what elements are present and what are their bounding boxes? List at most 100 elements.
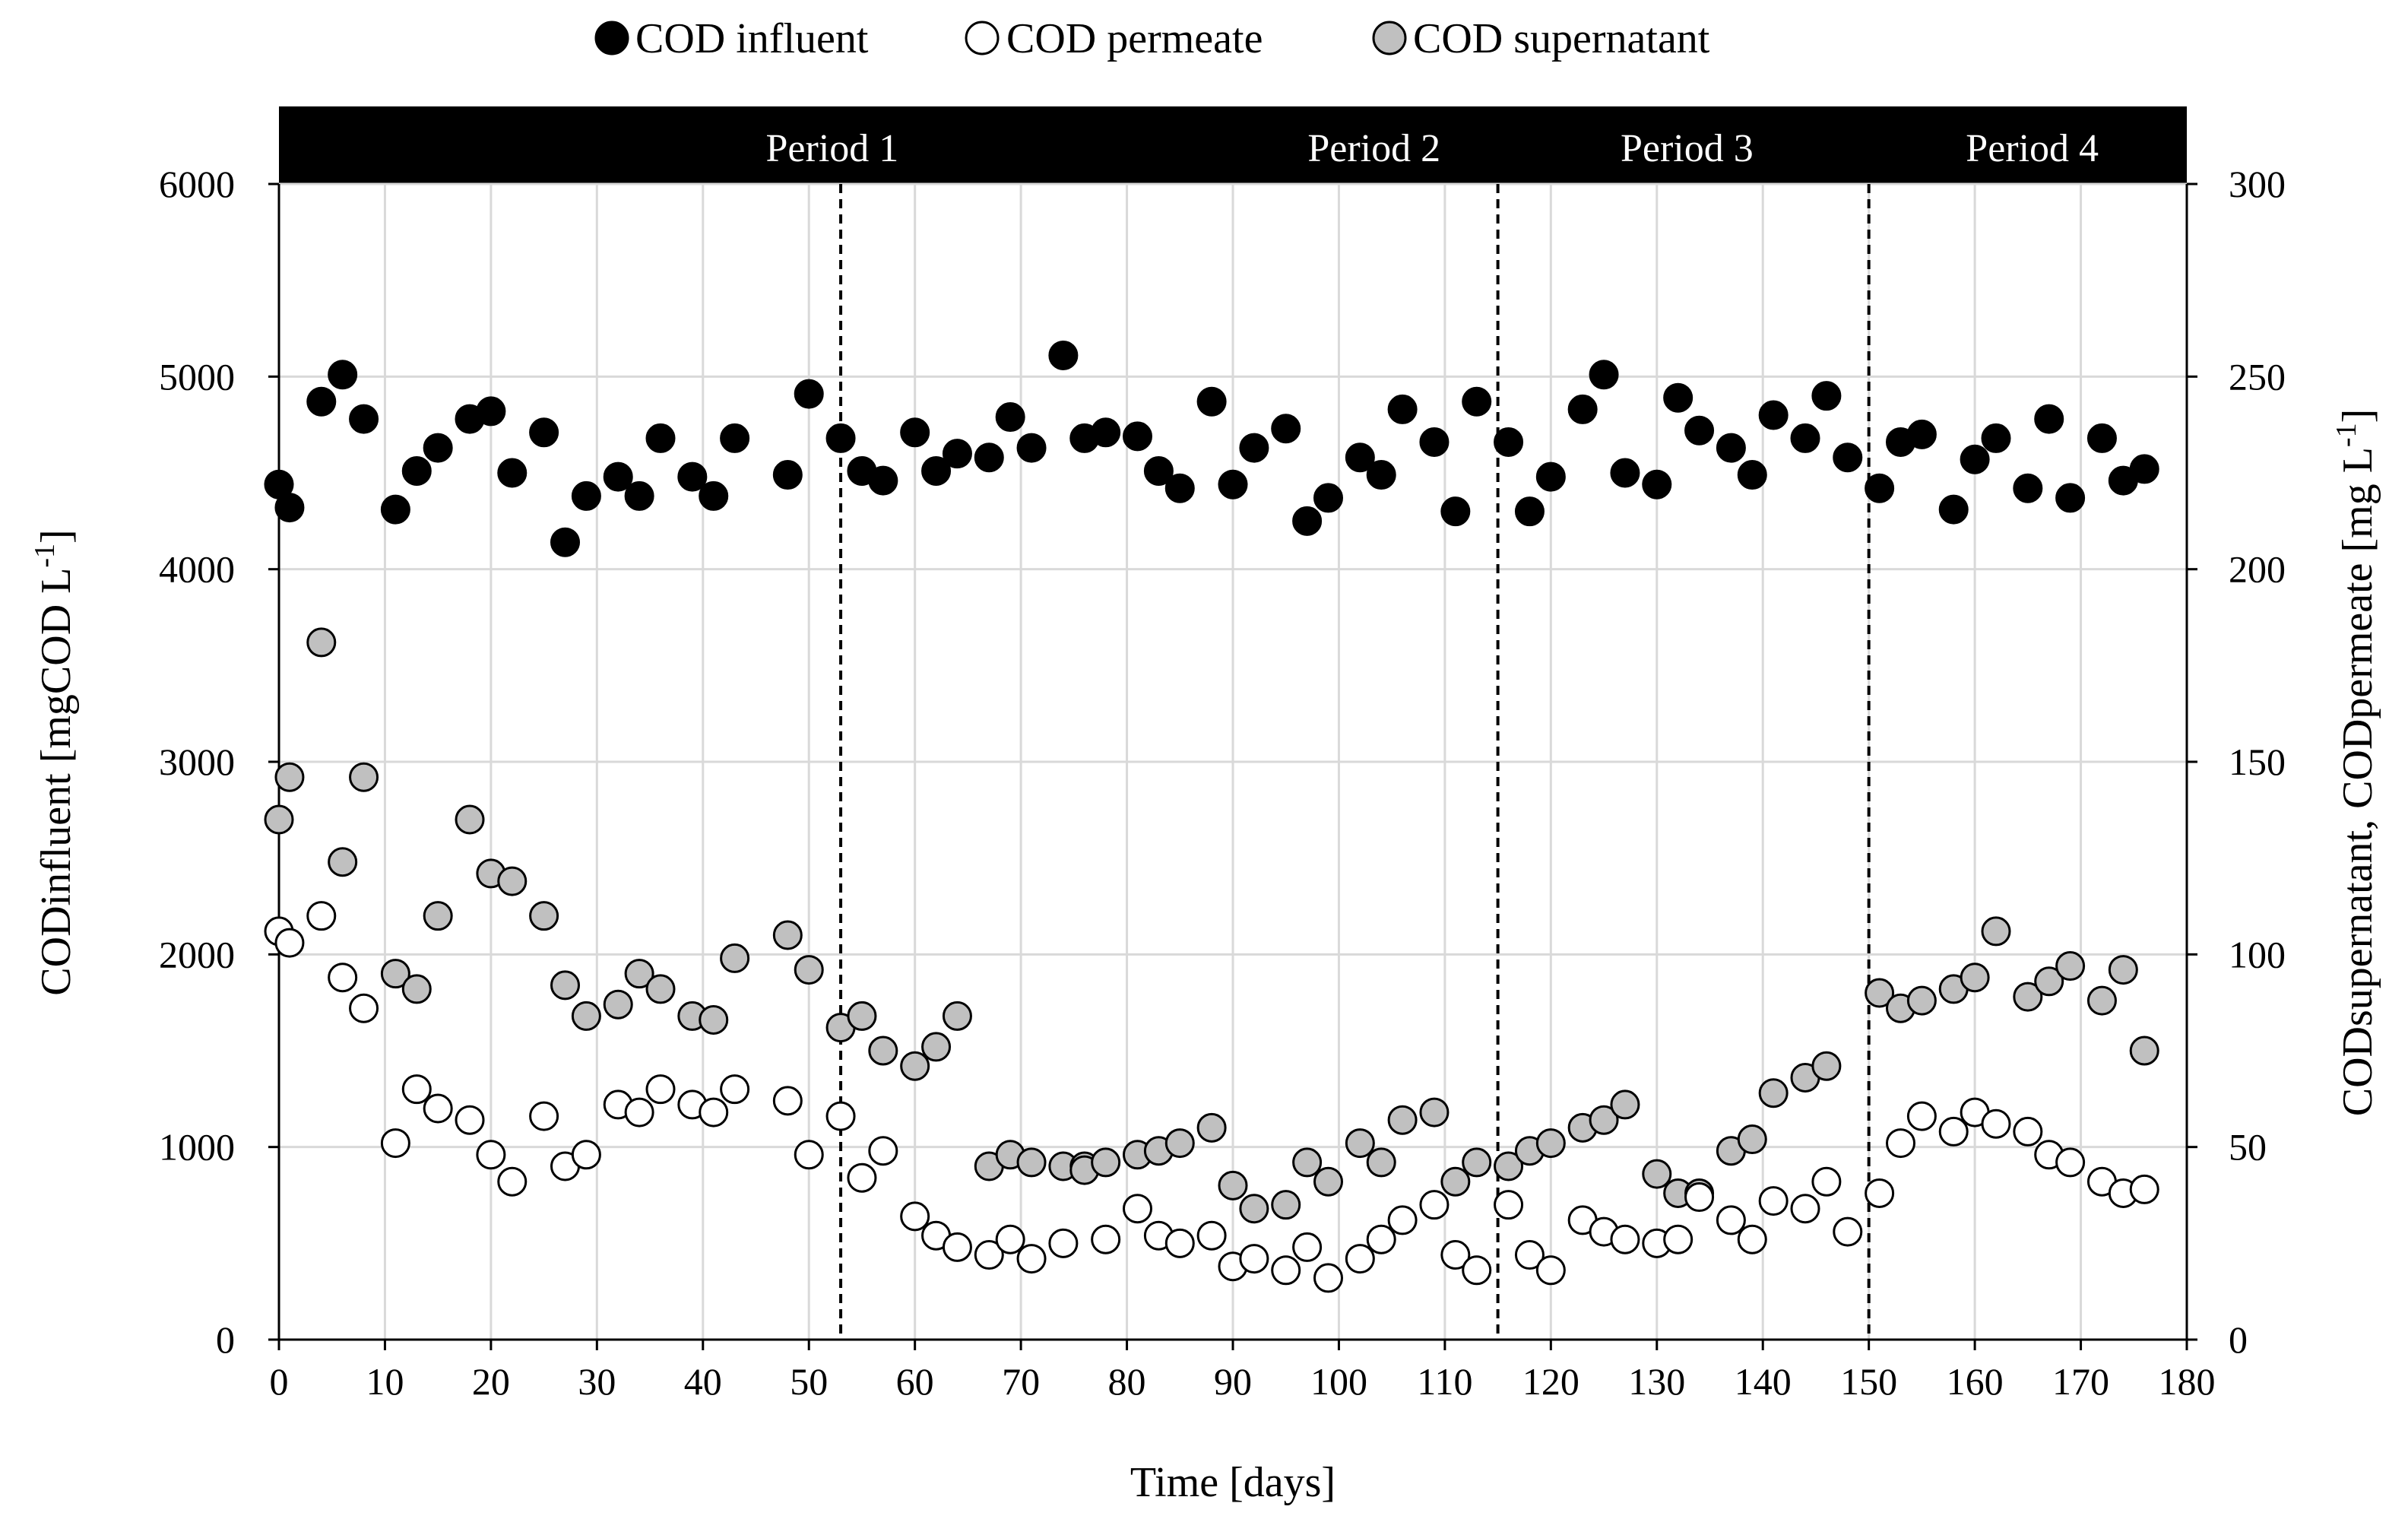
x-tick-label-50: 50	[790, 1360, 828, 1403]
point-cod-supernatant-23	[847, 1001, 877, 1031]
point-cod-permeate-32	[1091, 1224, 1121, 1254]
period-label-3: Period 3	[1621, 127, 1754, 170]
point-cod-influent-43	[1345, 442, 1375, 473]
point-cod-influent-42	[1313, 483, 1343, 513]
point-cod-supernatant-38	[1196, 1112, 1227, 1143]
period-label-4: Period 4	[1966, 127, 2099, 170]
x-tick-label-90: 90	[1214, 1360, 1252, 1403]
point-cod-supernatant-44	[1345, 1128, 1375, 1159]
point-cod-supernatant-55	[1610, 1089, 1640, 1120]
point-cod-permeate-39	[1271, 1255, 1301, 1286]
point-cod-permeate-2	[306, 901, 337, 931]
point-cod-influent-34	[1123, 421, 1152, 452]
point-cod-permeate-56	[1684, 1182, 1715, 1213]
point-cod-influent-30	[1016, 433, 1047, 463]
point-cod-permeate-44	[1387, 1205, 1418, 1235]
point-cod-permeate-31	[1048, 1228, 1079, 1258]
point-cod-permeate-20	[772, 1086, 803, 1116]
point-cod-influent-38	[1218, 469, 1248, 500]
point-cod-influent-3	[328, 360, 358, 390]
point-cod-influent-9	[476, 396, 506, 427]
point-cod-permeate-29	[995, 1224, 1025, 1254]
point-cod-influent-59	[1737, 460, 1767, 490]
point-cod-permeate-62	[1833, 1216, 1863, 1247]
x-tick-label-170: 170	[2052, 1360, 2109, 1403]
point-cod-supernatant-25	[900, 1051, 930, 1081]
point-cod-supernatant-61	[1758, 1078, 1789, 1108]
y-left-axis-title-end: ]	[33, 529, 80, 544]
point-cod-permeate-1	[274, 928, 305, 958]
x-tick-label-100: 100	[1310, 1360, 1367, 1403]
point-cod-supernatant-70	[2013, 982, 2043, 1012]
point-cod-influent-22	[825, 423, 856, 453]
point-cod-influent-58	[1716, 433, 1746, 463]
y-right-tick-label-150: 150	[2229, 741, 2286, 783]
point-cod-supernatant-60	[1737, 1124, 1767, 1155]
point-cod-influent-27	[942, 439, 972, 469]
point-cod-influent-39	[1239, 433, 1269, 463]
point-cod-permeate-23	[847, 1162, 877, 1193]
point-cod-permeate-5	[380, 1128, 410, 1159]
period-labels: Period 1 Period 2 Period 3 Period 4	[766, 127, 2099, 170]
point-cod-supernatant-14	[603, 989, 633, 1020]
point-cod-supernatant-75	[2129, 1036, 2159, 1066]
point-cod-influent-6	[401, 455, 432, 486]
legend-marker-cod-supernatant	[1372, 21, 1407, 56]
point-cod-permeate-40	[1292, 1232, 1323, 1262]
x-axis-title: Time [days]	[1130, 1459, 1335, 1506]
point-cod-permeate-13	[571, 1140, 601, 1170]
point-cod-permeate-63	[1865, 1178, 1895, 1208]
point-cod-influent-72	[2055, 483, 2086, 513]
point-cod-influent-11	[529, 417, 559, 448]
point-cod-permeate-41	[1313, 1263, 1343, 1293]
x-tick-label-110: 110	[1417, 1360, 1472, 1403]
point-cod-permeate-53	[1610, 1224, 1640, 1254]
point-cod-influent-36	[1164, 473, 1195, 503]
point-cod-permeate-7	[423, 1093, 453, 1124]
point-cod-permeate-19	[720, 1074, 750, 1105]
y-left-tick-label-5000: 5000	[159, 355, 235, 398]
point-cod-permeate-30	[1016, 1244, 1047, 1274]
point-cod-supernatant-11	[529, 901, 559, 931]
point-cod-influent-47	[1440, 496, 1471, 527]
point-cod-supernatant-3	[328, 847, 358, 877]
point-cod-permeate-46	[1440, 1240, 1471, 1270]
point-cod-supernatant-39	[1218, 1170, 1248, 1200]
y-left-axis-title: CODinfluent [mgCOD L-1]	[29, 529, 80, 995]
point-cod-influent-7	[423, 433, 453, 463]
x-tick-label-140: 140	[1735, 1360, 1792, 1403]
point-cod-influent-52	[1567, 394, 1598, 424]
x-tick-label-80: 80	[1108, 1360, 1146, 1403]
x-tick-label-40: 40	[684, 1360, 722, 1403]
point-cod-influent-35	[1143, 455, 1174, 486]
point-cod-influent-2	[306, 386, 337, 417]
point-cod-supernatant-52	[1535, 1128, 1566, 1159]
legend: COD influent COD permeate COD supernatan…	[594, 15, 1710, 62]
point-cod-permeate-11	[529, 1101, 559, 1131]
point-cod-influent-15	[624, 480, 654, 511]
point-cod-influent-50	[1514, 496, 1545, 527]
point-cod-influent-1	[274, 493, 305, 523]
point-cod-influent-18	[699, 480, 729, 511]
point-cod-supernatant-69	[1981, 916, 2011, 947]
point-cod-supernatant-42	[1292, 1147, 1323, 1178]
point-cod-supernatant-47	[1419, 1097, 1450, 1127]
point-cod-permeate-66	[1938, 1116, 1969, 1147]
point-cod-influent-12	[550, 527, 580, 557]
point-cod-influent-5	[380, 494, 410, 525]
point-cod-influent-75	[2129, 454, 2159, 484]
legend-label-cod-permeate: COD permeate	[1006, 15, 1263, 62]
point-cod-influent-67	[1938, 494, 1969, 525]
point-cod-supernatant-15	[624, 959, 654, 989]
point-cod-supernatant-1	[274, 762, 305, 792]
point-cod-influent-60	[1758, 400, 1789, 430]
y-left-tick-label-6000: 6000	[159, 163, 235, 205]
point-cod-influent-16	[645, 423, 676, 453]
point-cod-permeate-59	[1758, 1186, 1789, 1216]
point-cod-supernatant-18	[699, 1004, 729, 1035]
y-left-tick-label-4000: 4000	[159, 548, 235, 591]
point-cod-influent-45	[1387, 394, 1418, 424]
point-cod-influent-28	[974, 442, 1004, 473]
point-cod-permeate-16	[645, 1074, 676, 1105]
